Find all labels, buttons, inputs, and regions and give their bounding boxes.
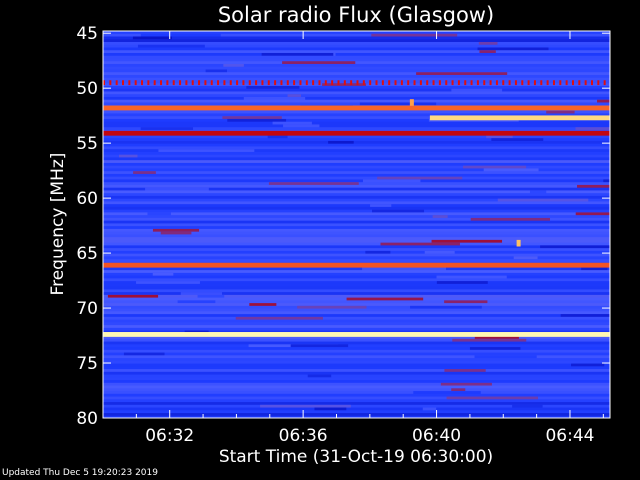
- y-axis: 45 50 55 60 65 70 75 80: [76, 24, 610, 429]
- x-tick-label-1: 06:36: [279, 426, 328, 446]
- y-tick-label-1: 50: [76, 79, 98, 99]
- interference-band-0: [103, 80, 606, 86]
- background-texture: [103, 31, 610, 418]
- y-tick-label-3: 60: [76, 189, 98, 209]
- x-axis: 06:32 06:36 06:40 06:44: [135, 31, 604, 446]
- x-tick-label-2: 06:40: [412, 426, 461, 446]
- y-tick-label-5: 70: [76, 299, 98, 319]
- emission-spot-6: [409, 99, 414, 106]
- x-tick-label-3: 06:44: [545, 426, 594, 446]
- emission-band-3: [103, 130, 610, 136]
- emission-band-2: [429, 115, 610, 121]
- x-axis-label: Start Time (31-Oct-19 06:30:00): [219, 447, 493, 467]
- y-tick-label-2: 55: [76, 134, 98, 154]
- emission-band-1: [103, 105, 610, 111]
- chart-title: Solar radio Flux (Glasgow): [218, 3, 494, 27]
- x-tick-label-0: 06:32: [145, 426, 194, 446]
- update-timestamp: Updated Thu Dec 5 19:20:23 2019: [2, 468, 158, 478]
- y-tick-label-4: 65: [76, 244, 98, 264]
- emission-spot-7: [516, 239, 521, 247]
- emission-band-5: [103, 332, 610, 337]
- y-tick-label-6: 75: [76, 354, 98, 374]
- emission-band-4: [103, 262, 610, 268]
- y-tick-label-0: 45: [76, 24, 98, 44]
- spectral-features: [103, 80, 610, 337]
- y-axis-label: Frequency [MHz]: [48, 153, 68, 296]
- plot-area: [103, 31, 610, 418]
- y-tick-label-7: 80: [76, 409, 98, 429]
- plot-frame: [102, 30, 611, 419]
